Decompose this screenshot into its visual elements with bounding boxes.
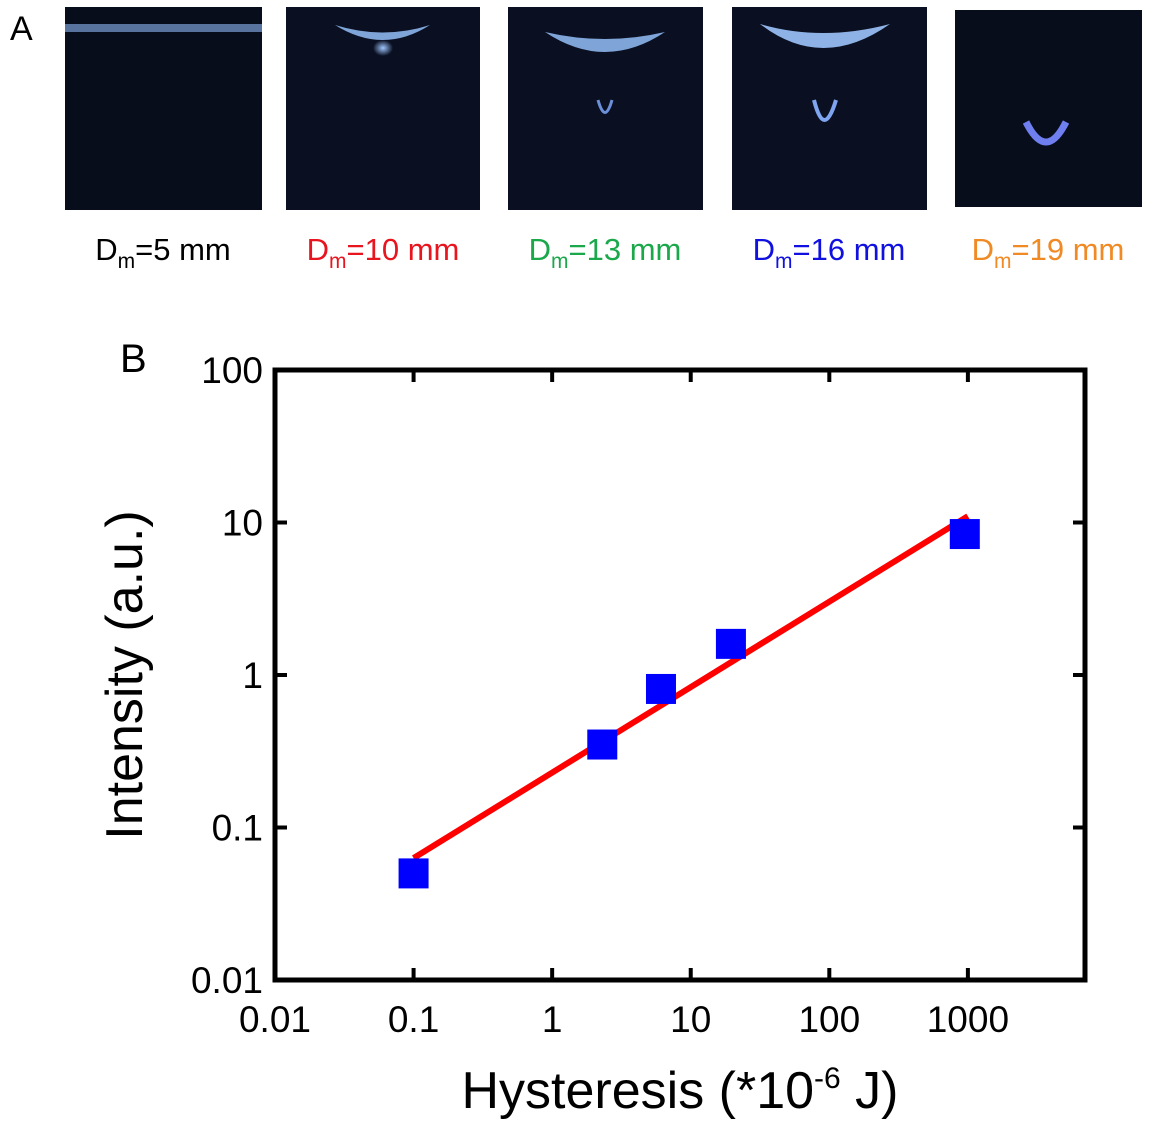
label-rest: =16 mm (793, 232, 906, 267)
y-tick-label: 100 (201, 350, 263, 391)
photo (955, 10, 1142, 207)
x-label-tail: J) (841, 1062, 899, 1120)
data-point (645, 673, 676, 704)
panel-letter: B (120, 337, 147, 381)
label-sub: m (329, 250, 347, 273)
photo-label: Dm=16 mm (753, 232, 906, 273)
x-tick-label: 0.01 (239, 999, 311, 1040)
label-base: D (529, 232, 551, 267)
photo (286, 7, 480, 210)
panel-letter: A (10, 10, 33, 48)
x-tick-label: 10 (670, 999, 711, 1040)
label-rest: =5 mm (135, 232, 231, 267)
y-axis-label: Intensity (a.u.) (96, 510, 154, 839)
y-tick-label: 10 (222, 503, 263, 544)
data-point (587, 729, 618, 760)
label-sub: m (118, 250, 136, 273)
x-tick-label: 0.1 (388, 999, 439, 1040)
photo-label: Dm=10 mm (307, 232, 460, 273)
photo (508, 7, 703, 210)
y-tick-label: 0.01 (191, 960, 263, 1001)
plot-frame (272, 367, 1088, 983)
x-label-text: Hysteresis (*10 (461, 1062, 814, 1120)
photo (65, 7, 262, 210)
fit-line (412, 513, 970, 861)
x-tick-label: 100 (798, 999, 860, 1040)
label-base: D (753, 232, 775, 267)
label-base: D (95, 232, 117, 267)
data-point (715, 628, 746, 659)
x-axis-label: Hysteresis (*10-6 J) (461, 1062, 898, 1120)
data-point (398, 858, 429, 889)
y-tick-label: 0.1 (212, 808, 263, 849)
x-label-sup: -6 (814, 1062, 841, 1095)
label-base: D (972, 232, 994, 267)
label-rest: =19 mm (1012, 232, 1125, 267)
photo-label: Dm=13 mm (529, 232, 682, 273)
label-base: D (307, 232, 329, 267)
label-sub: m (994, 250, 1012, 273)
photo (732, 7, 927, 210)
label-sub: m (551, 250, 569, 273)
data-point (949, 519, 980, 550)
label-rest: =10 mm (347, 232, 460, 267)
y-tick-label: 1 (242, 655, 263, 696)
label-rest: =13 mm (569, 232, 682, 267)
x-tick-label: 1 (542, 999, 563, 1040)
photo-label: Dm=19 mm (972, 232, 1125, 273)
photo-label: Dm=5 mm (95, 232, 231, 273)
label-sub: m (775, 250, 793, 273)
x-tick-label: 1000 (927, 999, 1009, 1040)
